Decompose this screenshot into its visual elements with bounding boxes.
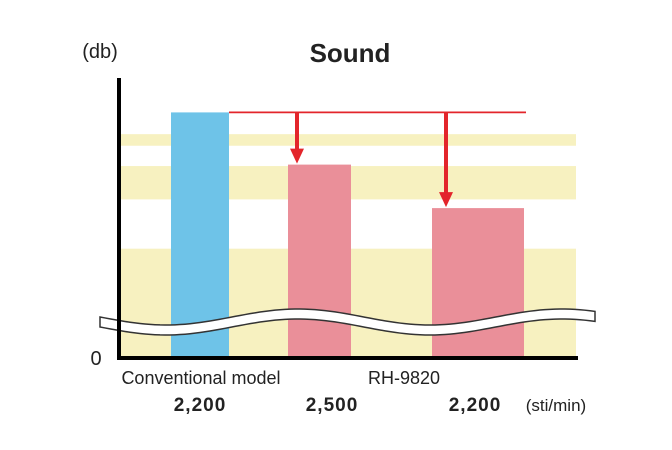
- speed-tick-label: 2,200: [449, 395, 502, 416]
- y-axis-label: (db): [82, 41, 118, 63]
- y-zero-label: 0: [90, 348, 101, 370]
- bars: [171, 112, 524, 357]
- speed-tick-label: 2,200: [174, 395, 227, 416]
- reduction-arrows: [229, 111, 526, 208]
- tick-labels: 2,200 2,500 2,200: [174, 395, 502, 416]
- x-unit-label: (sti/min): [526, 396, 586, 415]
- background-band: [121, 134, 576, 146]
- bar-conventional: [171, 112, 229, 357]
- reduction-arrow-head: [439, 192, 453, 208]
- bar-rh9820: [288, 164, 351, 356]
- axis-break: [99, 308, 596, 336]
- group-label-conventional: Conventional model: [121, 368, 280, 388]
- chart-title: Sound: [310, 38, 391, 68]
- reduction-arrow-head: [290, 148, 304, 164]
- group-label-rh9820: RH-9820: [368, 368, 440, 388]
- speed-tick-label: 2,500: [306, 395, 359, 416]
